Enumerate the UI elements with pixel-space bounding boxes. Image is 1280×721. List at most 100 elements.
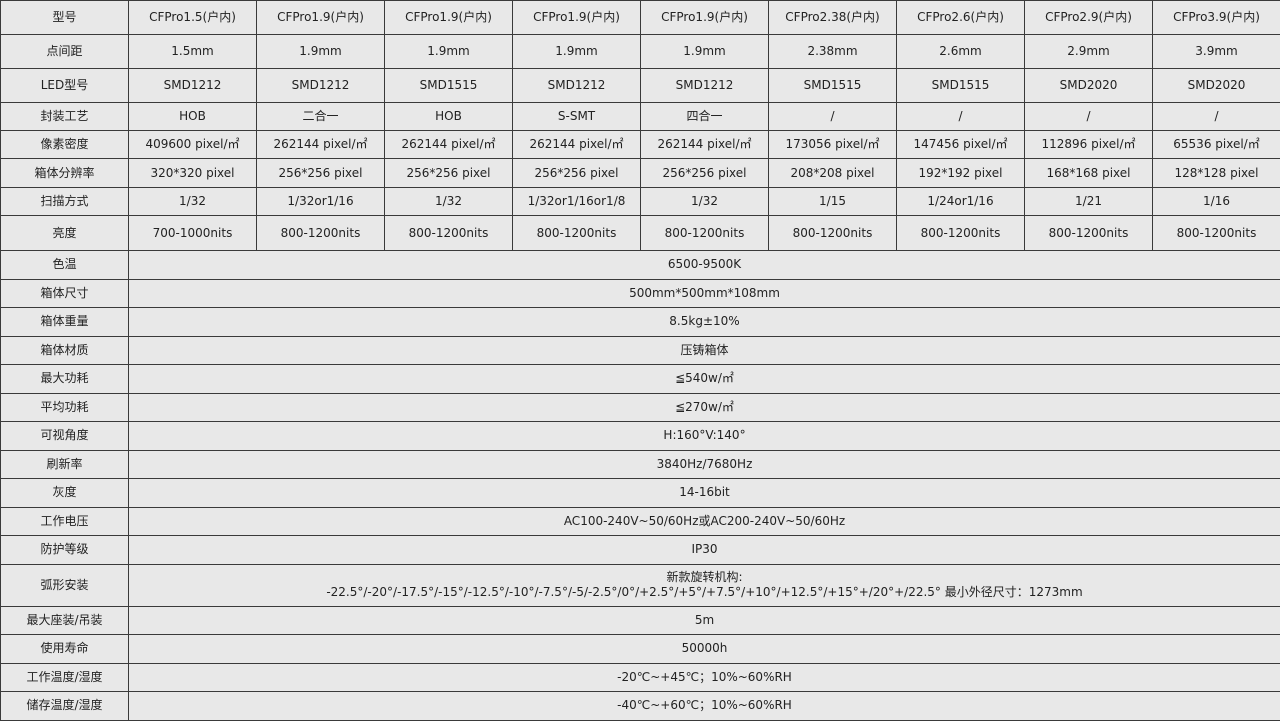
model-header: CFPro1.9(户内) <box>257 1 385 35</box>
spec-value: 1/16 <box>1153 188 1280 216</box>
spec-value: 800-1200nits <box>385 216 513 251</box>
row-label: 亮度 <box>1 216 129 251</box>
spec-value: -20℃~+45℃；10%~60%RH <box>129 663 1280 692</box>
row-label: 平均功耗 <box>1 393 129 422</box>
row-label: 工作电压 <box>1 507 129 536</box>
spec-value: SMD1212 <box>513 69 641 103</box>
spec-value: 6500-9500K <box>129 251 1280 280</box>
model-header: CFPro2.38(户内) <box>769 1 897 35</box>
spec-value: 112896 pixel/㎡ <box>1025 131 1153 159</box>
model-header: CFPro2.9(户内) <box>1025 1 1153 35</box>
spec-value: 3840Hz/7680Hz <box>129 450 1280 479</box>
spec-value: SMD1515 <box>385 69 513 103</box>
spec-value: 新款旋转机构:-22.5°/-20°/-17.5°/-15°/-12.5°/-1… <box>129 564 1280 606</box>
spec-value: -40℃~+60℃；10%~60%RH <box>129 692 1280 721</box>
spec-value: SMD2020 <box>1153 69 1280 103</box>
spec-value: 262144 pixel/㎡ <box>641 131 769 159</box>
spec-value: 1/32or1/16 <box>257 188 385 216</box>
row-label: LED型号 <box>1 69 129 103</box>
row-label: 封装工艺 <box>1 103 129 131</box>
row-label: 点间距 <box>1 35 129 69</box>
spec-value: / <box>1025 103 1153 131</box>
spec-value: 128*128 pixel <box>1153 159 1280 188</box>
spec-value: 262144 pixel/㎡ <box>257 131 385 159</box>
spec-value: 800-1200nits <box>1025 216 1153 251</box>
spec-value: 800-1200nits <box>641 216 769 251</box>
spec-value: 320*320 pixel <box>129 159 257 188</box>
spec-value: 1/32 <box>641 188 769 216</box>
spec-value: 262144 pixel/㎡ <box>513 131 641 159</box>
spec-value: 500mm*500mm*108mm <box>129 279 1280 308</box>
spec-value: SMD2020 <box>1025 69 1153 103</box>
spec-value: S-SMT <box>513 103 641 131</box>
spec-value: 5m <box>129 606 1280 635</box>
model-header: CFPro2.6(户内) <box>897 1 1025 35</box>
spec-value: 168*168 pixel <box>1025 159 1153 188</box>
spec-value: 256*256 pixel <box>257 159 385 188</box>
spec-value: 1/24or1/16 <box>897 188 1025 216</box>
model-header: CFPro1.9(户内) <box>385 1 513 35</box>
spec-value: SMD1212 <box>129 69 257 103</box>
spec-value-line: -22.5°/-20°/-17.5°/-15°/-12.5°/-10°/-7.5… <box>129 585 1280 600</box>
shared-spec-row: 储存温度/湿度-40℃~+60℃；10%~60%RH <box>1 692 1280 721</box>
spec-value: 压铸箱体 <box>129 336 1280 365</box>
row-label: 扫描方式 <box>1 188 129 216</box>
spec-value: / <box>769 103 897 131</box>
spec-value: 800-1200nits <box>897 216 1025 251</box>
spec-value: 1.9mm <box>257 35 385 69</box>
row-label: 箱体尺寸 <box>1 279 129 308</box>
spec-value: 1/21 <box>1025 188 1153 216</box>
row-label: 使用寿命 <box>1 635 129 664</box>
shared-spec-row: 弧形安装新款旋转机构:-22.5°/-20°/-17.5°/-15°/-12.5… <box>1 564 1280 606</box>
spec-value: SMD1212 <box>641 69 769 103</box>
row-label: 色温 <box>1 251 129 280</box>
spec-value: 1.9mm <box>641 35 769 69</box>
spec-value: 256*256 pixel <box>513 159 641 188</box>
spec-value: IP30 <box>129 536 1280 565</box>
row-label: 最大座装/吊装 <box>1 606 129 635</box>
shared-spec-row: 最大功耗≦540w/㎡ <box>1 365 1280 394</box>
spec-value: 800-1200nits <box>1153 216 1280 251</box>
row-label: 刷新率 <box>1 450 129 479</box>
spec-value: 50000h <box>129 635 1280 664</box>
shared-spec-row: 平均功耗≦270w/㎡ <box>1 393 1280 422</box>
spec-value: 256*256 pixel <box>385 159 513 188</box>
row-label: 防护等级 <box>1 536 129 565</box>
spec-value: 1/32 <box>129 188 257 216</box>
row-label: 工作温度/湿度 <box>1 663 129 692</box>
spec-value: HOB <box>129 103 257 131</box>
shared-spec-row: 箱体材质压铸箱体 <box>1 336 1280 365</box>
spec-value: AC100-240V~50/60Hz或AC200-240V~50/60Hz <box>129 507 1280 536</box>
row-label: 型号 <box>1 1 129 35</box>
row-label: 箱体分辨率 <box>1 159 129 188</box>
spec-value: SMD1515 <box>769 69 897 103</box>
spec-value: 2.6mm <box>897 35 1025 69</box>
spec-value: SMD1212 <box>257 69 385 103</box>
spec-value: HOB <box>385 103 513 131</box>
model-header: CFPro3.9(户内) <box>1153 1 1280 35</box>
spec-value: 1.9mm <box>513 35 641 69</box>
spec-value: 3.9mm <box>1153 35 1280 69</box>
spec-value-line: 新款旋转机构: <box>129 570 1280 585</box>
spec-value: 192*192 pixel <box>897 159 1025 188</box>
spec-value: 700-1000nits <box>129 216 257 251</box>
shared-spec-row: 工作温度/湿度-20℃~+45℃；10%~60%RH <box>1 663 1280 692</box>
row-label: 弧形安装 <box>1 564 129 606</box>
spec-value: / <box>897 103 1025 131</box>
